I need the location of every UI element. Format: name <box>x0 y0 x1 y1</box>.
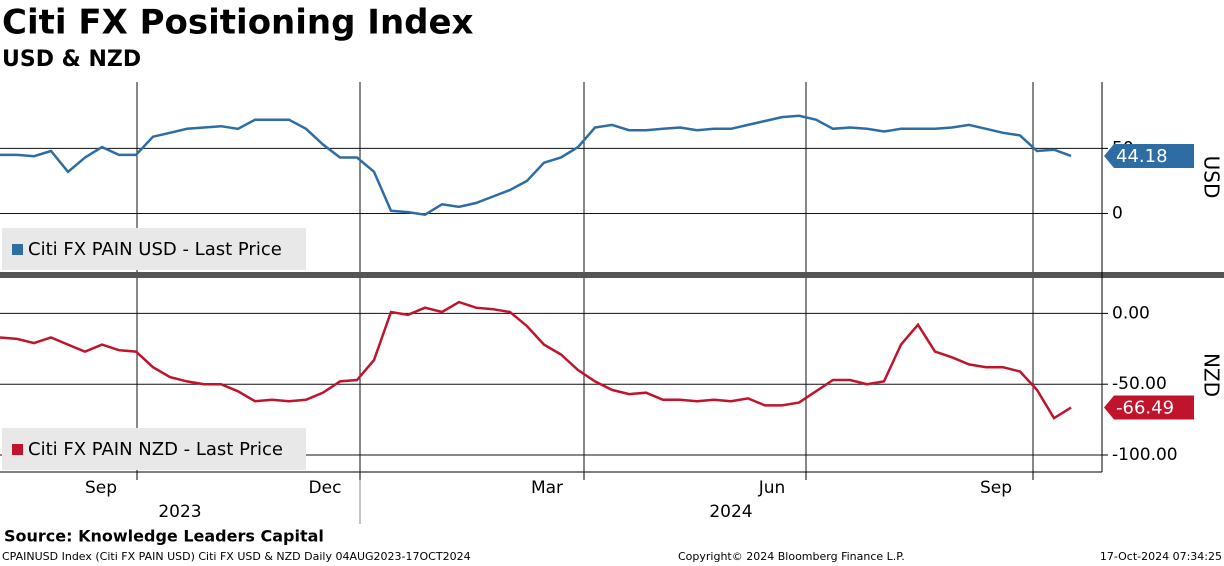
panel-separator <box>0 272 1224 278</box>
x-tick-label: Jun <box>758 478 786 498</box>
year-label: 2023 <box>158 502 201 522</box>
legend-swatch <box>12 244 23 255</box>
footer-center: Copyright© 2024 Bloomberg Finance L.P. <box>678 550 905 563</box>
last-value-tag <box>1104 143 1194 168</box>
y-tick-label: -100.00 <box>1112 445 1178 465</box>
series-line <box>0 114 1072 217</box>
last-value-label: -66.49 <box>1116 398 1174 419</box>
legend-label: Citi FX PAIN USD - Last Price <box>28 239 282 260</box>
footer-left: CPAINUSD Index (Citi FX PAIN USD) Citi F… <box>2 550 471 563</box>
x-tick-label: Sep <box>85 478 117 498</box>
y-tick-label: 0 <box>1112 203 1123 223</box>
legend-box <box>2 228 306 270</box>
last-value-label: 44.18 <box>1116 146 1168 167</box>
source: Source: Knowledge Leaders Capital <box>4 527 324 546</box>
chart-title: Citi FX Positioning Index <box>2 3 474 43</box>
last-value-tag <box>1104 395 1194 420</box>
footer-right: 17-Oct-2024 07:34:25 <box>1100 550 1222 563</box>
axis-title: NZD <box>1200 353 1224 397</box>
year-label: 2024 <box>709 502 752 522</box>
legend-swatch <box>12 444 23 455</box>
series-line <box>0 300 1072 420</box>
x-tick-label: Mar <box>531 478 563 498</box>
x-tick-label: Dec <box>309 478 342 498</box>
axis-title: USD <box>1200 156 1224 199</box>
x-tick-label: Sep <box>980 478 1012 498</box>
legend-box <box>2 428 306 470</box>
y-tick-label: 0.00 <box>1112 303 1150 323</box>
legend-label: Citi FX PAIN NZD - Last Price <box>28 439 283 460</box>
chart-subtitle: USD & NZD <box>2 47 141 72</box>
y-tick-label: -50.00 <box>1112 374 1167 394</box>
